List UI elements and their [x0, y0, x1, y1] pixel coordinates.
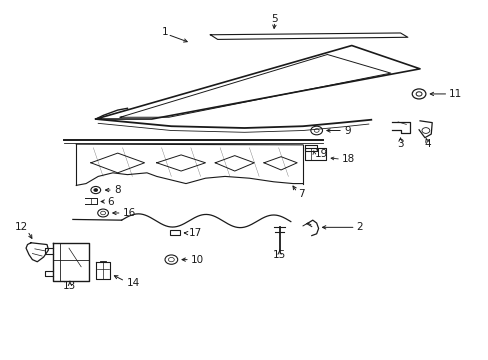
- Text: 11: 11: [448, 89, 462, 99]
- Bar: [170, 230, 180, 235]
- Text: 13: 13: [63, 281, 77, 291]
- Text: 9: 9: [344, 126, 350, 135]
- Text: 8: 8: [114, 185, 120, 195]
- Text: 16: 16: [122, 208, 136, 218]
- Text: 4: 4: [423, 139, 430, 149]
- Circle shape: [94, 189, 98, 192]
- Text: 2: 2: [356, 222, 363, 232]
- Text: 10: 10: [190, 255, 203, 265]
- Text: 18: 18: [341, 154, 355, 164]
- Text: 6: 6: [107, 197, 113, 207]
- Text: 1: 1: [162, 27, 168, 37]
- Text: 3: 3: [396, 139, 403, 149]
- Text: 14: 14: [126, 278, 140, 288]
- Text: 7: 7: [298, 189, 304, 199]
- Text: 12: 12: [15, 222, 28, 232]
- Text: 15: 15: [272, 250, 285, 260]
- Text: 5: 5: [271, 14, 278, 24]
- Text: 17: 17: [188, 228, 201, 238]
- Text: 19: 19: [315, 149, 328, 159]
